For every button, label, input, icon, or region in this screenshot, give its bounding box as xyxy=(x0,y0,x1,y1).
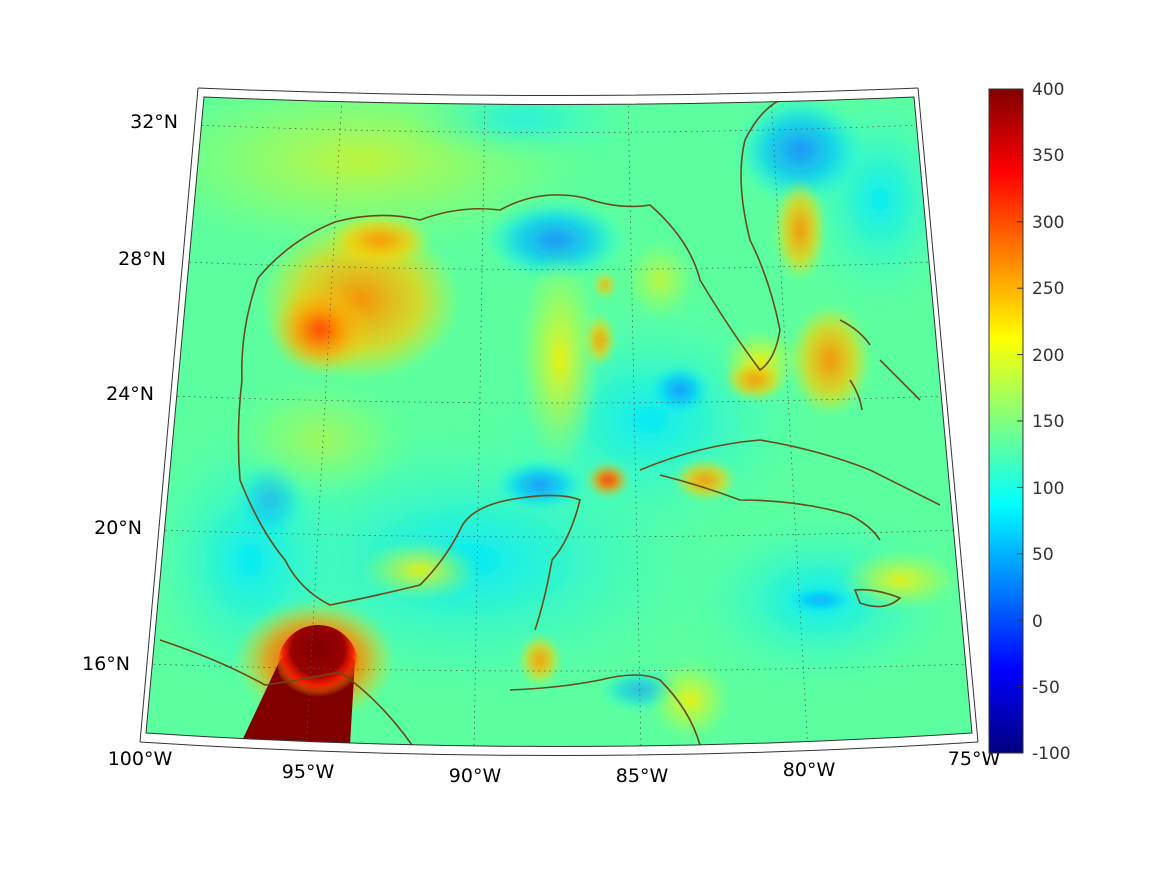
colorbar: 400 350 300 250 200 150 100 50 0 -50 -10… xyxy=(988,80,1071,764)
field-layer xyxy=(146,97,972,747)
lon-tick-85w: 85°W xyxy=(616,765,669,787)
graticule xyxy=(147,97,971,747)
cb-tick-50: 50 xyxy=(1032,545,1054,565)
cb-tick-300: 300 xyxy=(1032,213,1064,233)
lat-tick-20n: 20°N xyxy=(94,517,142,539)
lat-tick-16n: 16°N xyxy=(82,653,130,675)
map-frame xyxy=(145,96,973,747)
coastlines xyxy=(159,99,941,746)
lon-tick-labels: 100°W 95°W 90°W 85°W 80°W 75°W xyxy=(108,748,1001,787)
lon-tick-95w: 95°W xyxy=(282,761,335,783)
cb-tick-minus100: -100 xyxy=(1032,744,1071,764)
cb-tick-150: 150 xyxy=(1032,412,1064,432)
cb-tick-200: 200 xyxy=(1032,346,1064,366)
lon-tick-80w: 80°W xyxy=(783,759,836,781)
lon-tick-100w: 100°W xyxy=(108,748,173,770)
lat-tick-28n: 28°N xyxy=(118,248,166,270)
cb-tick-250: 250 xyxy=(1032,279,1064,299)
cb-tick-100: 100 xyxy=(1032,479,1064,499)
cb-tick-400: 400 xyxy=(1032,80,1064,100)
cb-tick-0: 0 xyxy=(1032,612,1043,632)
cb-tick-350: 350 xyxy=(1032,146,1064,166)
lon-tick-75w: 75°W xyxy=(948,748,1001,770)
cb-tick-minus50: -50 xyxy=(1032,678,1060,698)
lon-tick-90w: 90°W xyxy=(449,765,502,787)
lat-tick-24n: 24°N xyxy=(106,383,154,405)
lat-tick-labels: 32°N 28°N 24°N 20°N 16°N xyxy=(82,111,178,675)
lat-tick-32n: 32°N xyxy=(130,111,178,133)
